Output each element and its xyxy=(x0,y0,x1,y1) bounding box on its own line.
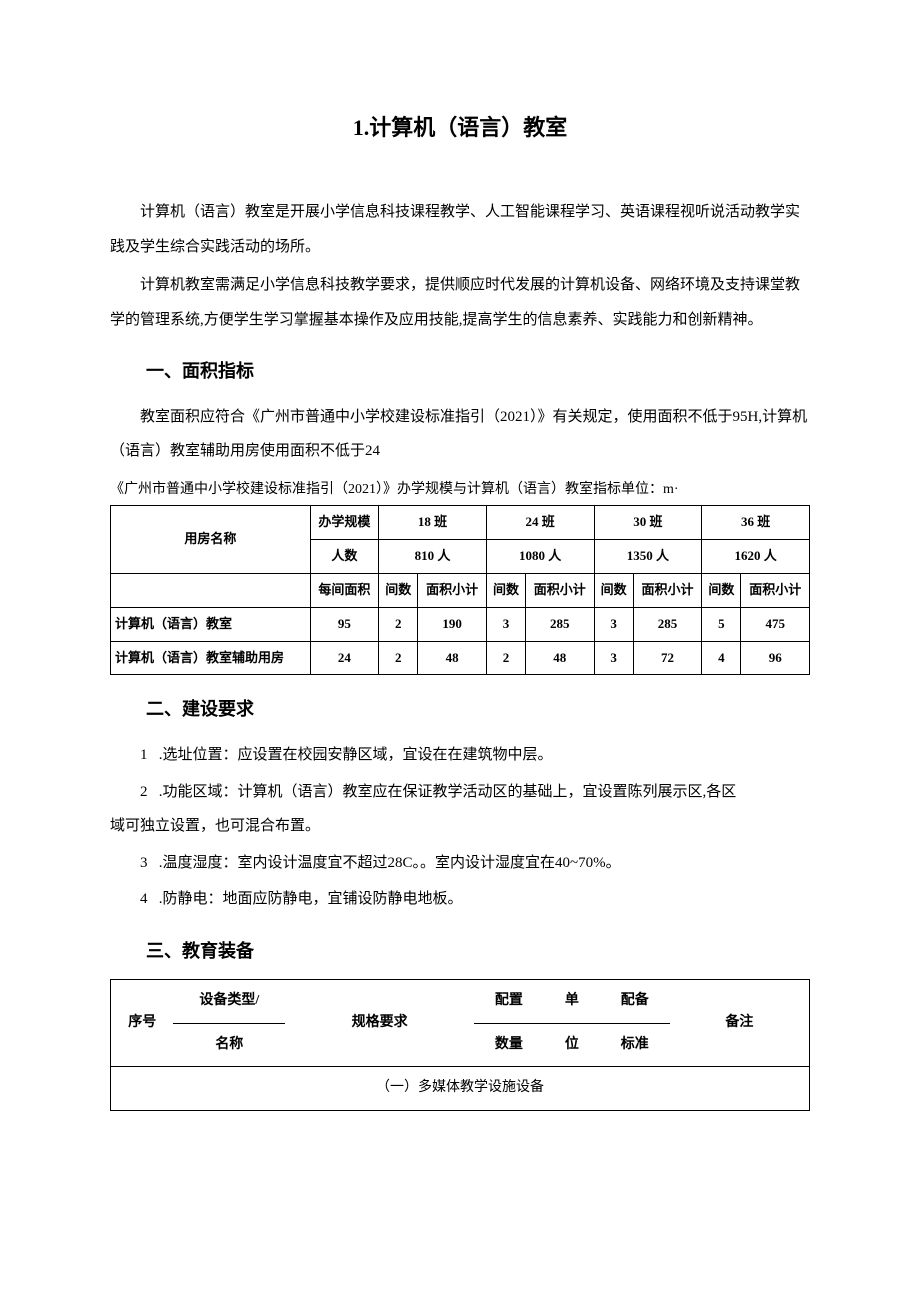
row0-name: 计算机（语言）教室 xyxy=(111,607,311,641)
eq-hdr-cfg1: 配置 xyxy=(474,980,544,1023)
table-row: 用房名称 办学规模 18 班 24 班 30 班 36 班 xyxy=(111,506,810,540)
hdr-per-area: 每间面积 xyxy=(310,573,378,607)
eq-hdr-cfg2: 数量 xyxy=(474,1023,544,1066)
row0-c1: 3 xyxy=(486,607,525,641)
req-item-4: 4 .防静电：地面应防静电，宜铺设防静电地板。 xyxy=(110,882,810,917)
eq-group-row: （一）多媒体教学设施设备 xyxy=(111,1067,810,1110)
row0-c2: 3 xyxy=(594,607,633,641)
hdr-persons-3: 1620 人 xyxy=(702,540,810,574)
row0-c3: 5 xyxy=(702,607,741,641)
table-row: 计算机（语言）教室辅助用房 24 2 48 2 48 3 72 4 96 xyxy=(111,641,810,675)
table-row: （一）多媒体教学设施设备 xyxy=(111,1067,810,1110)
hdr-sub-1: 面积小计 xyxy=(526,573,594,607)
req-item-1: 1 .选址位置：应设置在校园安静区域，宜设在在建筑物中层。 xyxy=(110,738,810,773)
row1-s2: 72 xyxy=(633,641,701,675)
row1-c1: 2 xyxy=(486,641,525,675)
row0-s3: 475 xyxy=(741,607,810,641)
row0-s1: 285 xyxy=(526,607,594,641)
eq-hdr-unit2: 位 xyxy=(544,1023,600,1066)
hdr-persons-0: 810 人 xyxy=(379,540,487,574)
eq-hdr-typename1: 设备类型/ xyxy=(173,980,285,1023)
row1-s3: 96 xyxy=(741,641,810,675)
table-row: 每间面积 间数 面积小计 间数 面积小计 间数 面积小计 间数 面积小计 xyxy=(111,573,810,607)
area-table: 用房名称 办学规模 18 班 24 班 30 班 36 班 人数 810 人 1… xyxy=(110,505,810,675)
para-1: 计算机（语言）教室是开展小学信息科技课程教学、人工智能课程学习、英语课程视听说活… xyxy=(110,195,810,264)
eq-hdr-std1: 配备 xyxy=(600,980,670,1023)
row1-c0: 2 xyxy=(379,641,418,675)
hdr-sub-0: 面积小计 xyxy=(418,573,486,607)
hdr-count-3: 间数 xyxy=(702,573,741,607)
eq-hdr-spec: 规格要求 xyxy=(285,980,474,1067)
req-text-2a: .功能区域：计算机（语言）教室应在保证教学活动区的基础上，宜设置陈列展示区,各区 xyxy=(159,784,737,800)
row1-s0: 48 xyxy=(418,641,486,675)
req-num-3: 3 xyxy=(140,855,148,871)
hdr-persons-2: 1350 人 xyxy=(594,540,702,574)
section-3-head: 三、教育装备 xyxy=(110,937,810,966)
row0-s0: 190 xyxy=(418,607,486,641)
req-num-4: 4 xyxy=(140,891,148,907)
eq-hdr-std2: 标准 xyxy=(600,1023,670,1066)
req-item-2: 2 .功能区域：计算机（语言）教室应在保证教学活动区的基础上，宜设置陈列展示区,… xyxy=(110,775,810,810)
row1-s1: 48 xyxy=(526,641,594,675)
hdr-count-2: 间数 xyxy=(594,573,633,607)
table-row: 序号 设备类型/ 规格要求 配置 单 配备 备注 xyxy=(111,980,810,1023)
para-2: 计算机教室需满足小学信息科技教学要求，提供顺应时代发展的计算机设备、网络环境及支… xyxy=(110,268,810,337)
row0-c0: 2 xyxy=(379,607,418,641)
hdr-count-0: 间数 xyxy=(379,573,418,607)
hdr-sub-2: 面积小计 xyxy=(633,573,701,607)
doc-title: 1.计算机（语言）教室 xyxy=(110,110,810,145)
row1-per-area: 24 xyxy=(310,641,378,675)
cell-empty xyxy=(111,573,311,607)
hdr-count-1: 间数 xyxy=(486,573,525,607)
equip-table: 序号 设备类型/ 规格要求 配置 单 配备 备注 名称 数量 位 标准 （一）多… xyxy=(110,979,810,1110)
hdr-scale-0: 18 班 xyxy=(379,506,487,540)
req-text-4: .防静电：地面应防静电，宜铺设防静电地板。 xyxy=(159,891,463,907)
row0-per-area: 95 xyxy=(310,607,378,641)
req-text-2b: 域可独立设置，也可混合布置。 xyxy=(110,809,810,844)
row1-c3: 4 xyxy=(702,641,741,675)
hdr-sub-3: 面积小计 xyxy=(741,573,810,607)
hdr-room-name: 用房名称 xyxy=(111,506,311,574)
req-text-3: .温度湿度：室内设计温度宜不超过28C。。室内设计湿度宜在40~70%。 xyxy=(159,855,621,871)
table-row: 计算机（语言）教室 95 2 190 3 285 3 285 5 475 xyxy=(111,607,810,641)
req-item-3: 3 .温度湿度：室内设计温度宜不超过28C。。室内设计湿度宜在40~70%。 xyxy=(110,846,810,881)
table-caption: 《广州市普通中小学校建设标准指引（2021）》办学规模与计算机（语言）教室指标单… xyxy=(110,479,810,501)
section-1-para: 教室面积应符合《广州市普通中小学校建设标准指引（2021）》有关规定，使用面积不… xyxy=(110,400,810,469)
row1-c2: 3 xyxy=(594,641,633,675)
row0-s2: 285 xyxy=(633,607,701,641)
hdr-scale-2: 30 班 xyxy=(594,506,702,540)
req-num-2: 2 xyxy=(140,784,148,800)
hdr-scale-1: 24 班 xyxy=(486,506,594,540)
req-text-1: .选址位置：应设置在校园安静区域，宜设在在建筑物中层。 xyxy=(159,747,553,763)
hdr-persons: 人数 xyxy=(310,540,378,574)
hdr-scale-3: 36 班 xyxy=(702,506,810,540)
eq-hdr-remark: 备注 xyxy=(670,980,810,1067)
eq-hdr-unit1: 单 xyxy=(544,980,600,1023)
eq-hdr-seq: 序号 xyxy=(111,980,174,1067)
req-num-1: 1 xyxy=(140,747,148,763)
hdr-persons-1: 1080 人 xyxy=(486,540,594,574)
eq-hdr-typename2: 名称 xyxy=(173,1023,285,1066)
row1-name: 计算机（语言）教室辅助用房 xyxy=(111,641,311,675)
section-2-head: 二、建设要求 xyxy=(110,695,810,724)
section-1-head: 一、面积指标 xyxy=(110,357,810,386)
hdr-scale: 办学规模 xyxy=(310,506,378,540)
